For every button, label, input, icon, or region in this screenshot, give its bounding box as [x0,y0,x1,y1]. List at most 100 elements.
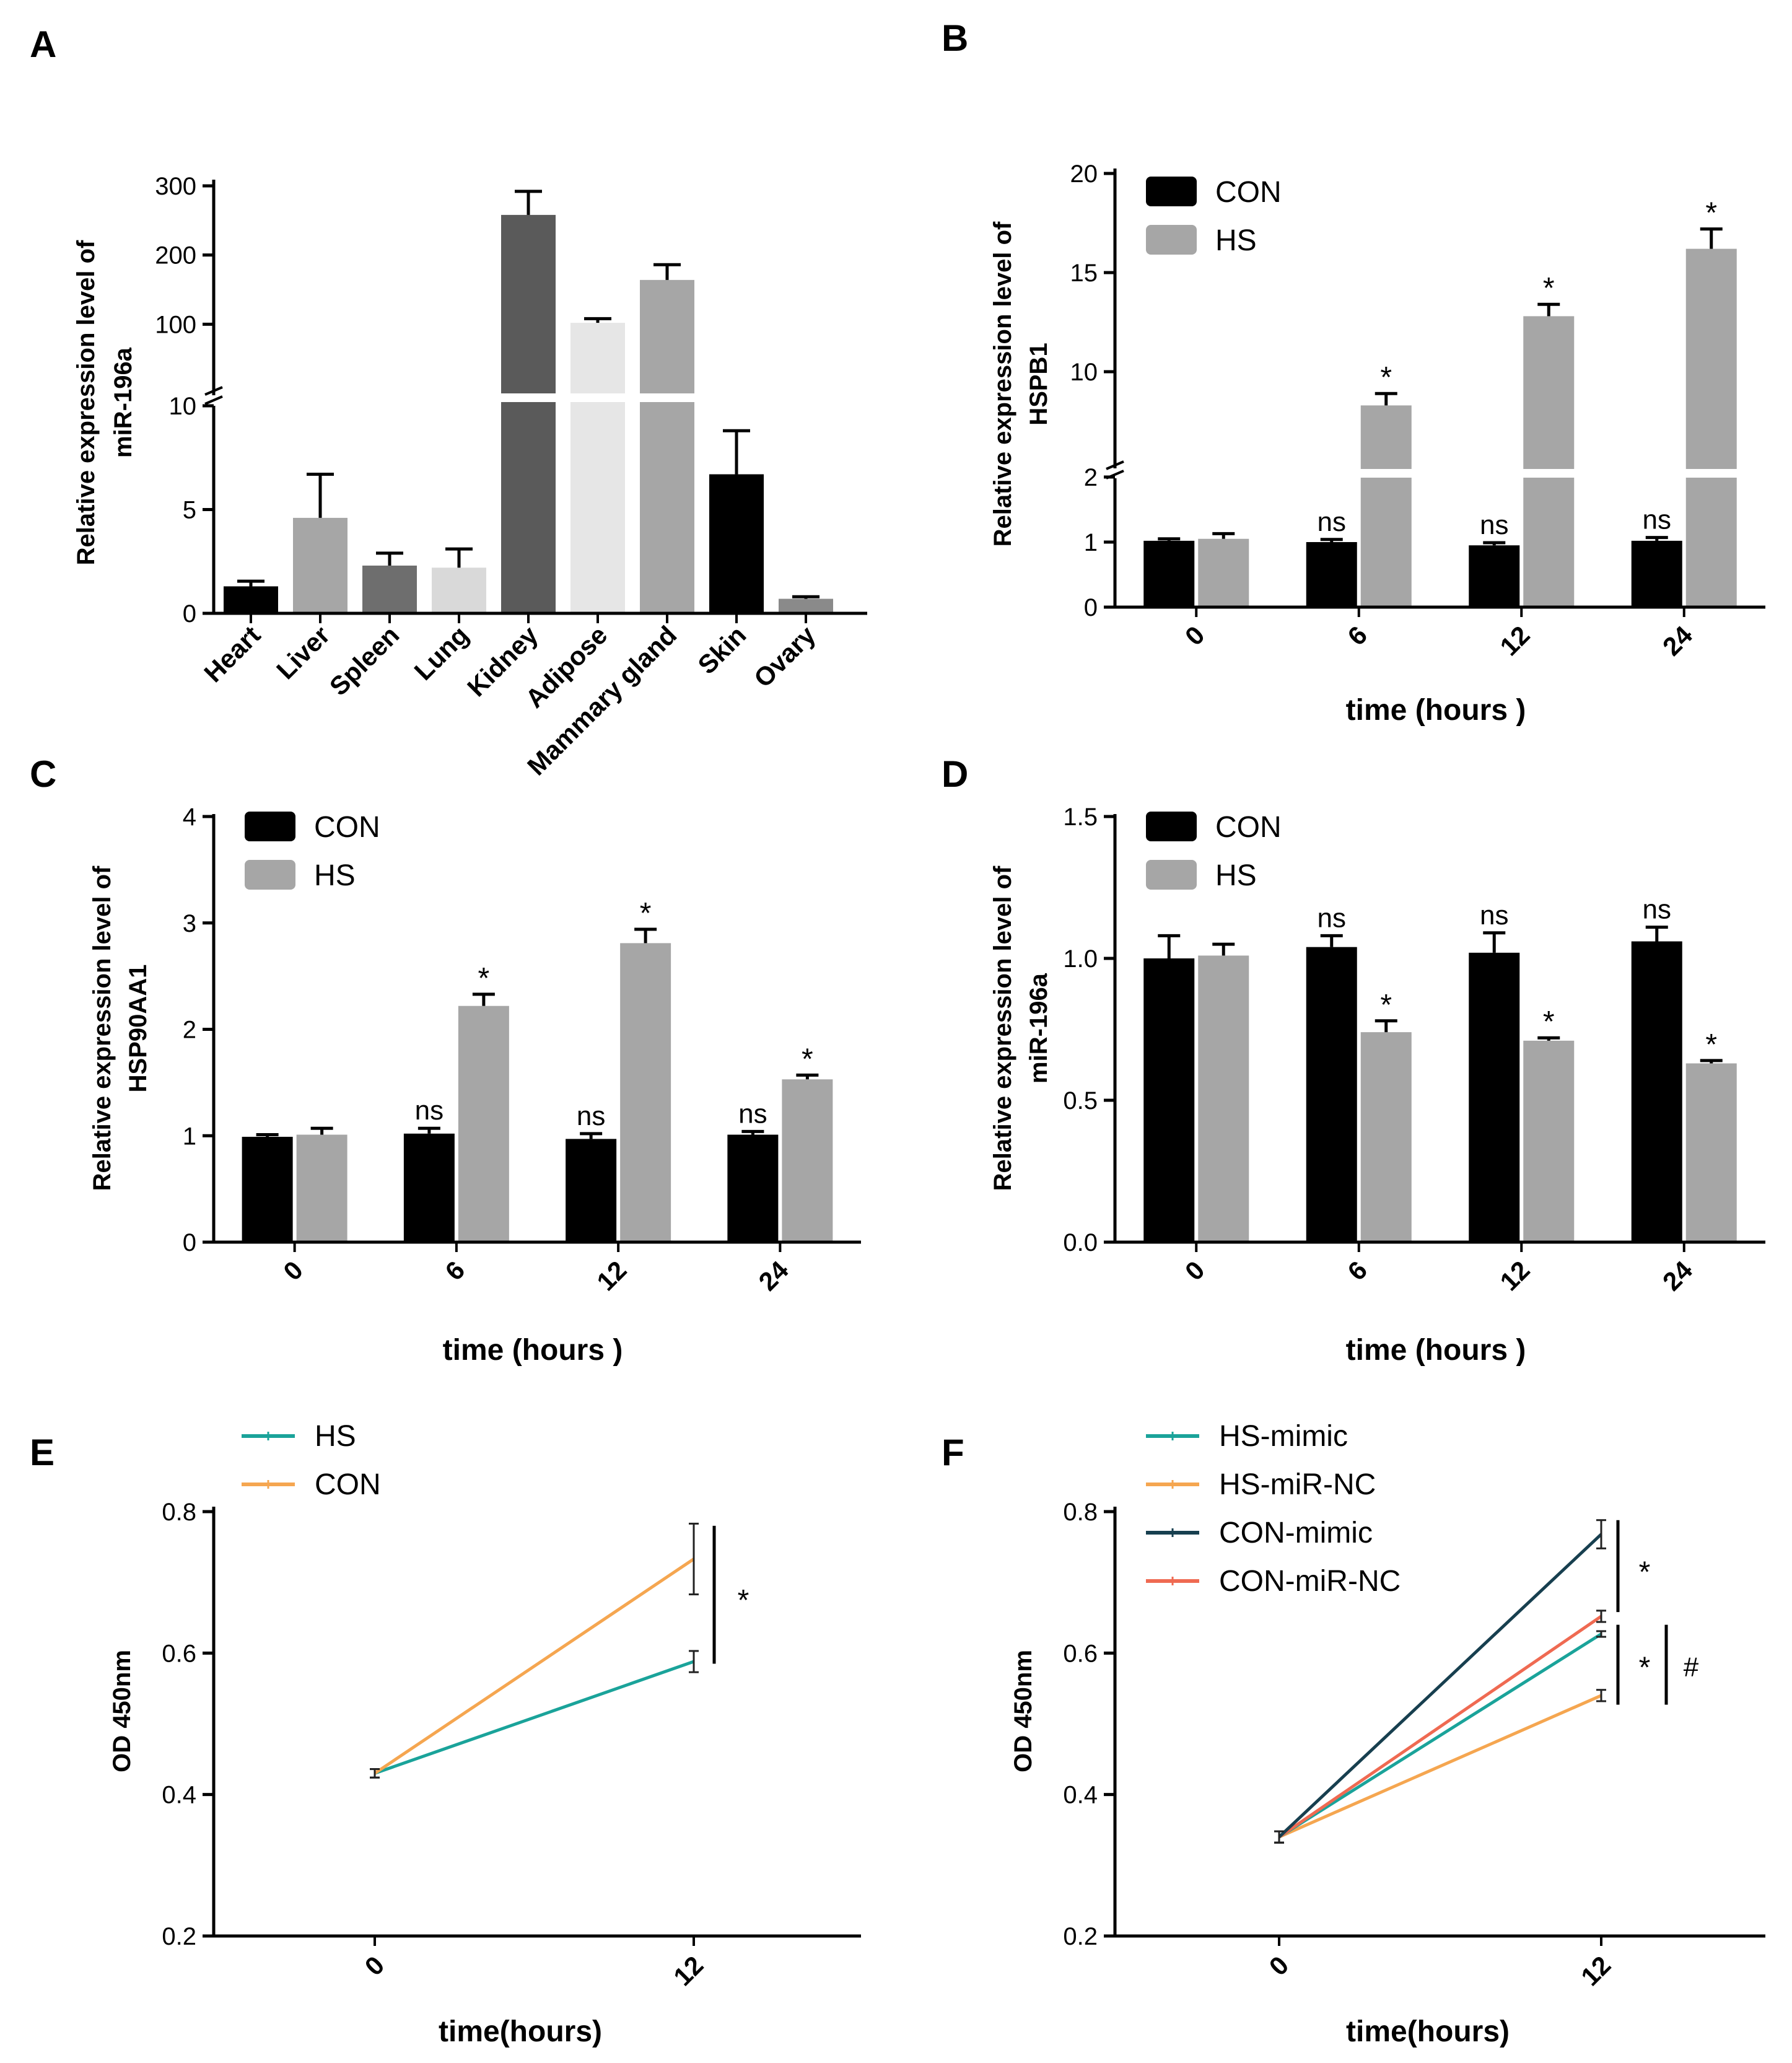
y-tick-label-20: 20 [1070,160,1098,188]
y-tick-label-1-0: 1.0 [1063,945,1098,973]
legend-label-con-mimic: CON-mimic [1219,1517,1373,1549]
y-tick-label-300: 300 [155,173,196,200]
sig-label-hs-12h: * [640,897,652,930]
sig-label-con-12h: ns [1480,900,1508,931]
bar-liver [293,518,347,613]
y-tick-label-2: 2 [1084,464,1098,491]
figure: A B C D E F Relative expression level of… [0,0,1792,2063]
panel-b-xlabel: time (hours ) [1346,694,1526,727]
sig-label-con-6h: ns [415,1095,444,1126]
bar-hs-24h [1686,1063,1737,1242]
bar-con-0h [1143,541,1194,607]
y-tick-label-0-2: 0.2 [1063,1923,1098,1950]
legend-swatch-con [245,812,295,841]
bar-con-24h [1632,541,1682,607]
y-tick-label-0-4: 0.4 [162,1782,196,1809]
bar-hs-0h [297,1135,347,1242]
sig-label-hs-24h: * [1705,1028,1717,1061]
sig-label-con-24h: ns [738,1098,767,1129]
y-tick-label-2: 2 [183,1017,196,1044]
bar-hs-24h [1686,249,1737,607]
panel-letter-f: F [942,1432,964,1473]
y-tick-label-15: 15 [1070,260,1098,287]
bar-hs-12h [1523,316,1574,607]
y-tick-label-3: 3 [183,910,196,937]
legend-label-hs-mir-nc: HS-miR-NC [1219,1468,1376,1501]
y-tick-label-5: 5 [183,497,196,524]
bar-heart [224,586,278,613]
bar-con-0h [1143,958,1194,1242]
legend-label-con-mir-nc: CON-miR-NC [1219,1565,1401,1598]
y-tick-label-1-5: 1.5 [1063,804,1098,831]
bar-con-12h [1469,953,1519,1242]
panel-c-xlabel: time (hours ) [443,1334,623,1367]
y-tick-label-0-4: 0.4 [1063,1782,1098,1809]
y-tick-label-0-8: 0.8 [1063,1499,1098,1526]
bar-spleen [362,566,417,613]
bar-hs-6h [1361,405,1412,607]
panel-e-xlabel: time(hours) [439,2015,602,2048]
sig-label-hs-24h: * [802,1043,813,1075]
panel-e-ylabel: OD 450nm [108,1650,136,1772]
bar-con-12h [1469,545,1519,607]
axis-break-gap-4 [500,393,557,402]
y-tick-label-0: 0 [183,600,196,628]
y-tick-label-1: 1 [1084,529,1098,556]
y-tick-label-0: 0 [1084,594,1098,621]
sig-label-hs-6h: * [1380,361,1392,394]
panel-letter-d: D [942,753,968,795]
panel-letter-c: C [30,753,56,795]
legend-label-con: CON [314,811,380,844]
legend-label-hs: HS [314,859,356,892]
sig-label-hs-24h: * [1705,197,1717,230]
sig-label-con-12h: ns [577,1101,605,1131]
panel-b-ylabel-line1: Relative expression level of [989,221,1016,546]
legend-swatch-con [1146,812,1197,841]
bar-skin [709,475,764,613]
y-tick-label-200: 200 [155,242,196,269]
sig-label-hs-12h: * [1543,272,1555,305]
legend-label-con: CON [1215,811,1282,844]
legend-label-hs-mimic: HS-mimic [1219,1420,1348,1453]
bar-lung [432,567,486,613]
sig-label-f-3: # [1684,1652,1699,1682]
bar-con-6h [1306,947,1357,1242]
legend-swatch-hs [245,860,295,890]
y-tick-label-0-2: 0.2 [162,1923,196,1950]
y-tick-label-0-5: 0.5 [1063,1087,1098,1115]
sig-label-con-6h: ns [1318,903,1346,933]
panel-a-ylabel-line2: miR-196a [110,347,137,458]
axis-break-gap-hs-6 [1360,469,1413,478]
legend-swatch-hs [1146,225,1197,255]
y-tick-label-1: 1 [183,1123,196,1150]
legend-label-con: CON [1215,176,1282,209]
bar-hs-6h [458,1006,509,1242]
axis-break-gap-5 [569,393,626,402]
bar-hs-6h [1361,1032,1412,1242]
y-tick-label-0-8: 0.8 [162,1499,196,1526]
bar-hs-0h [1198,539,1249,607]
sig-label-con-24h: ns [1643,895,1671,925]
panel-d-xlabel: time (hours ) [1346,1334,1526,1367]
bar-con-6h [1306,542,1357,607]
sig-label-hs-12h: * [1543,1005,1555,1038]
sig-label-e: * [738,1584,750,1617]
legend-label-hs: HS [1215,859,1257,892]
legend-label-hs: HS [1215,224,1257,257]
bar-kidney [501,215,556,613]
sig-label-hs-6h: * [478,962,490,995]
axis-break-gap-hs-12 [1522,469,1575,478]
axis-break-gap-hs-24 [1685,469,1738,478]
sig-label-f-2: * [1639,1651,1651,1684]
bar-hs-24h [782,1079,833,1242]
bar-hs-12h [1523,1041,1574,1242]
panel-c-ylabel-line2: HSP90AA1 [125,965,152,1093]
bar-con-24h [1632,942,1682,1242]
panel-letter-b: B [942,17,968,59]
panel-a-ylabel-line1: Relative expression level of [72,240,100,565]
axis-break-gap-6 [639,393,696,402]
bar-mammary-gland [640,280,694,613]
legend-label-con: CON [315,1468,381,1501]
sig-label-f-1: * [1639,1556,1651,1588]
panel-f-xlabel: time(hours) [1346,2015,1510,2048]
